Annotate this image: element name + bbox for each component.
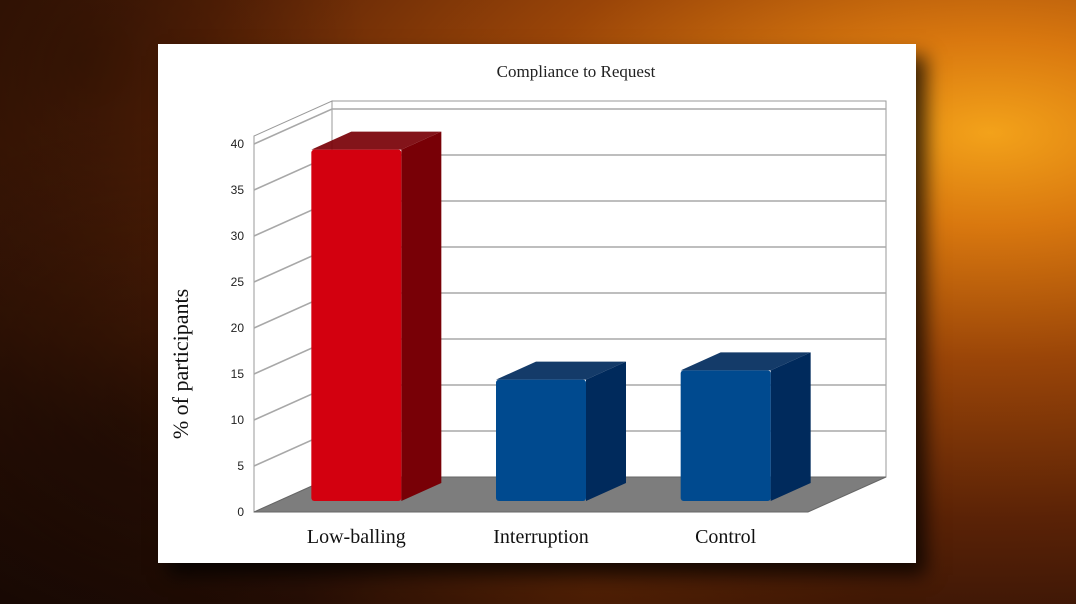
y-tick-label: 20 bbox=[231, 321, 245, 335]
category-label: Interruption bbox=[493, 526, 589, 548]
bar-side bbox=[770, 352, 811, 501]
bar-interruption bbox=[496, 361, 626, 501]
y-tick-label: 0 bbox=[237, 505, 244, 519]
bar-front bbox=[496, 379, 586, 501]
bar-top bbox=[311, 131, 442, 150]
bars bbox=[311, 131, 811, 501]
y-axis-ticks: 0 5 10 15 20 25 30 35 40 bbox=[231, 137, 245, 519]
chart-panel: Compliance to Request 0 5 10 15 20 25 30 35 40 L… bbox=[158, 44, 916, 563]
y-tick-label: 15 bbox=[231, 367, 245, 381]
y-tick-label: 10 bbox=[231, 413, 245, 427]
bar-low-balling bbox=[311, 131, 442, 501]
bar-front bbox=[311, 149, 402, 501]
bar-chart: Compliance to Request 0 5 10 15 20 25 30 35 40 L… bbox=[168, 62, 887, 548]
category-labels: Low-balling Interruption Control bbox=[307, 526, 757, 548]
chart-title: Compliance to Request bbox=[497, 62, 656, 81]
bar-control bbox=[680, 352, 811, 501]
category-label: Low-balling bbox=[307, 526, 406, 548]
bar-front bbox=[680, 370, 771, 501]
y-tick-label: 25 bbox=[231, 275, 245, 289]
bar-top bbox=[496, 361, 626, 380]
y-tick-label: 5 bbox=[237, 459, 244, 473]
y-tick-label: 40 bbox=[231, 137, 245, 151]
gridline bbox=[253, 108, 886, 145]
bar-side bbox=[586, 361, 626, 501]
y-tick-label: 30 bbox=[231, 229, 245, 243]
category-label: Control bbox=[695, 526, 757, 548]
bar-side bbox=[401, 131, 442, 501]
y-axis-label: % of participants bbox=[168, 289, 193, 439]
y-tick-label: 35 bbox=[231, 183, 245, 197]
bar-top bbox=[680, 352, 811, 371]
